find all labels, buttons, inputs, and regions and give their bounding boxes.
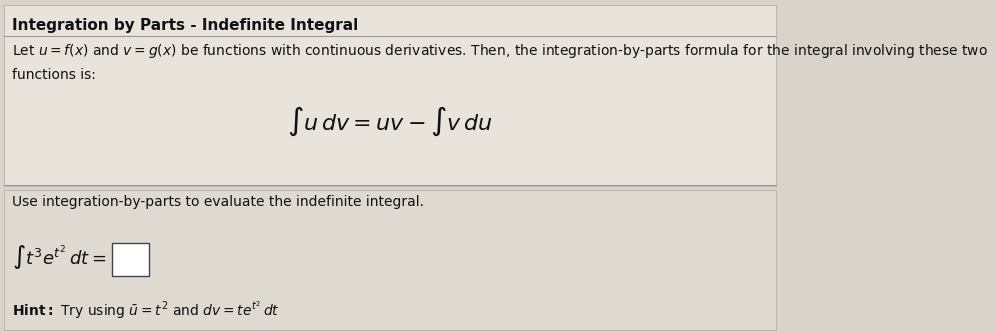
Text: functions is:: functions is: xyxy=(12,68,96,82)
Text: $\mathbf{Hint:}$ Try using $\bar{u} = t^2$ and $dv = te^{t^2}\, dt$: $\mathbf{Hint:}$ Try using $\bar{u} = t^… xyxy=(12,300,280,321)
FancyBboxPatch shape xyxy=(4,5,777,186)
Text: $\int t^3 e^{t^2}\, dt =$: $\int t^3 e^{t^2}\, dt =$ xyxy=(12,243,106,271)
Text: Use integration-by-parts to evaluate the indefinite integral.: Use integration-by-parts to evaluate the… xyxy=(12,195,423,209)
Text: Integration by Parts - Indefinite Integral: Integration by Parts - Indefinite Integr… xyxy=(12,18,358,33)
Text: Let $u = f(x)$ and $v = g(x)$ be functions with continuous derivatives. Then, th: Let $u = f(x)$ and $v = g(x)$ be functio… xyxy=(12,42,988,60)
FancyBboxPatch shape xyxy=(4,190,777,330)
Text: $\int u\,dv = uv - \int v\,du$: $\int u\,dv = uv - \int v\,du$ xyxy=(287,105,493,138)
FancyBboxPatch shape xyxy=(112,243,149,276)
